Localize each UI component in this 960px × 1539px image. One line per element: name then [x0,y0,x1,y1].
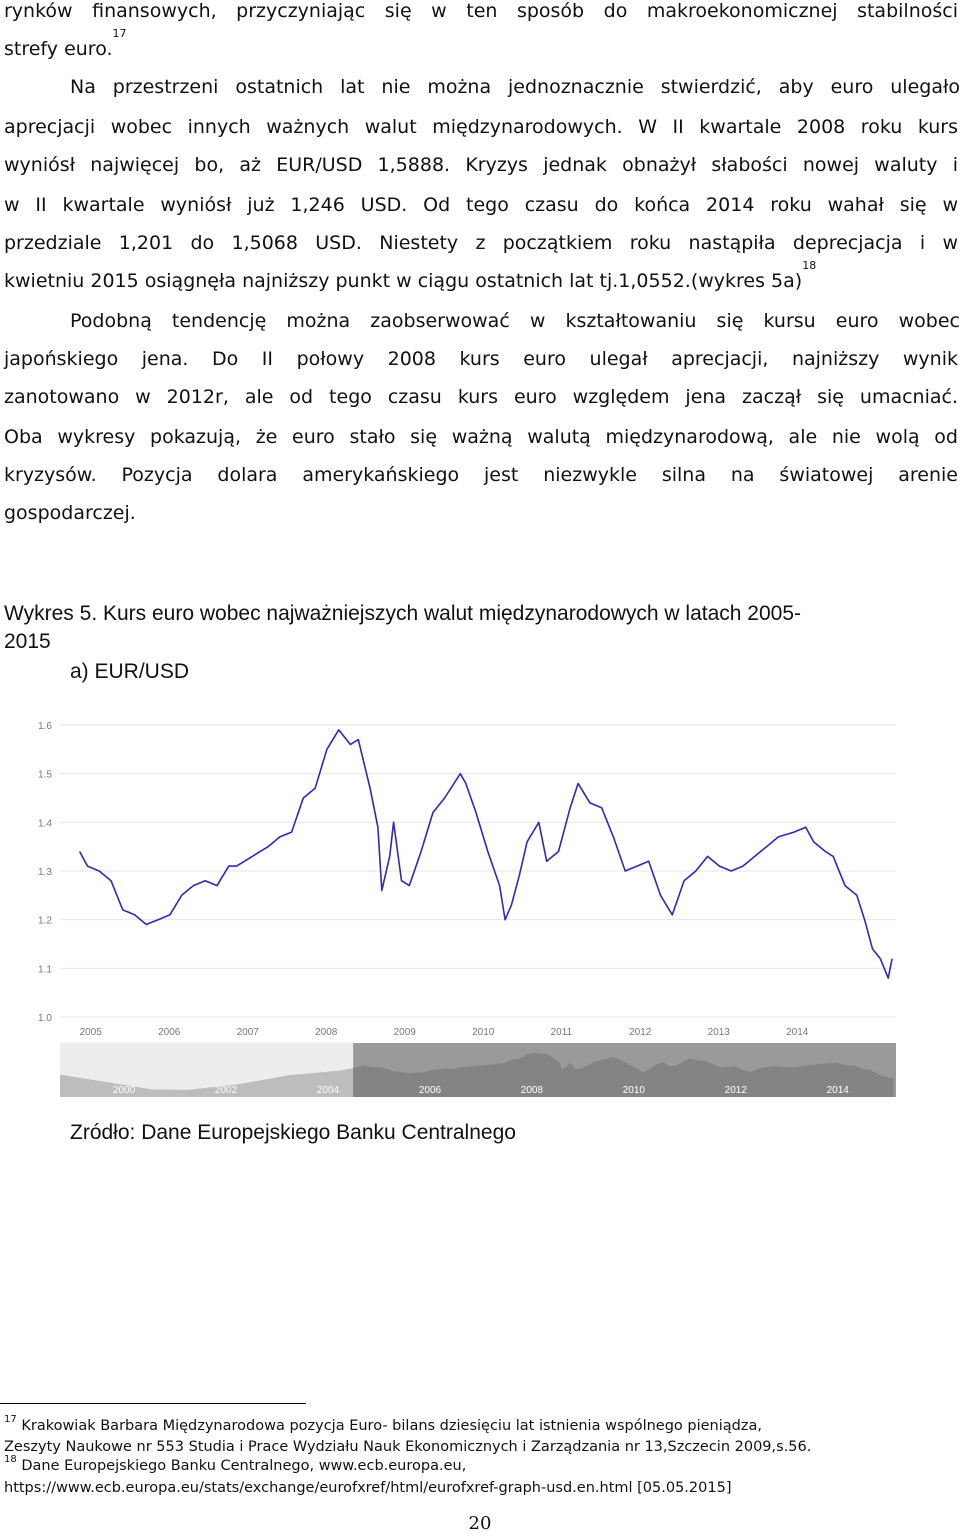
eurusd-chart: 1.0 1.1 1.2 1.3 1.4 1.5 1.6 2005 2006 2007 2008 20… [30,695,896,1100]
y-tick-label: 1.4 [38,818,52,829]
footnote-ref-18[interactable]: 18 [802,259,817,272]
y-tick-label: 1.0 [38,1013,52,1024]
x-tick-label: 2008 [315,1027,338,1038]
footnote-18: 18 Dane Europejskiego Banku Centralnego,… [4,1454,959,1476]
grid-lines [60,724,896,1018]
navigator-tick-label: 2006 [419,1085,442,1096]
chart-svg: 1.01.11.21.31.41.51.6 2005 2006 2007 2008 20… [38,721,896,1097]
footnote-number: 17 [4,1414,17,1425]
x-tick-label: 2011 [551,1027,573,1038]
x-tick-label: 2010 [472,1027,495,1038]
navigator-tick-label: 2014 [827,1085,850,1096]
navigator-tick-label: 2010 [623,1085,646,1096]
navigator[interactable]: 2000 2002 2004 2006 2008 2010 2012 2014 [60,1043,896,1097]
series-line [78,729,893,979]
text-span: strefy euro. [4,38,113,60]
y-tick-label: 1.6 [38,721,52,732]
text-line: kwietniu 2015 osiągnęła najniższy punkt … [4,259,817,300]
series-layer [78,729,893,979]
text-line: przedziale 1,201 do 1,5068 USD. Niestety… [4,232,958,254]
footnote-text: Dane Europejskiego Banku Centralnego, ww… [21,1458,467,1474]
text-line: Oba wykresy pokazują, że euro stało się … [4,426,958,448]
y-tick-label: 1.2 [38,916,52,927]
footnote-ref-17[interactable]: 17 [112,27,127,40]
text-line: gospodarczej. [4,502,136,524]
text-line: wyniósł najwięcej bo, aż EUR/USD 1,5888.… [4,154,958,176]
x-tick-label: 2007 [237,1027,260,1038]
x-tick-label: 2014 [786,1027,809,1038]
x-tick-labels: 2005 2006 2007 2008 2009 2010 2011 2012 2013 2014 [80,1027,809,1038]
text-line: japońskiego jena. Do II połowy 2008 kurs… [4,348,958,370]
navigator-tick-label: 2012 [725,1085,748,1096]
x-tick-label: 2013 [708,1027,731,1038]
navigator-tick-label: 2000 [113,1085,136,1096]
page-number: 20 [468,1513,492,1534]
footnote-17-cont: Zeszyty Naukowe nr 553 Studia i Prace Wy… [4,1439,812,1455]
x-tick-label: 2012 [629,1027,652,1038]
figure-subtitle: a) EUR/USD [70,660,190,683]
x-tick-label: 2009 [394,1027,417,1038]
footnote-text: Krakowiak Barbara Międzynarodowa pozycja… [21,1418,762,1434]
figure-source: Zródło: Dane Europejskiego Banku Central… [70,1121,516,1144]
text-line: w II kwartale wyniósł już 1,246 USD. Od … [4,194,958,216]
x-tick-label: 2006 [158,1027,181,1038]
text-line: kryzysów. Pozycja dolara amerykańskiego … [4,464,958,486]
y-tick-label: 1.5 [38,770,52,781]
text-span: kwietniu 2015 osiągnęła najniższy punkt … [4,270,803,292]
text-line: Na przestrzeni ostatnich lat nie można j… [70,76,960,98]
figure-caption-cont: 2015 [4,630,51,653]
footnote-17: 17 Krakowiak Barbara Międzynarodowa pozy… [4,1414,959,1436]
navigator-tick-label: 2008 [521,1085,544,1096]
text-line: strefy euro.17 [4,27,127,68]
y-tick-label: 1.1 [38,964,52,975]
text-line: Podobną tendencję można zaobserwować w k… [70,310,960,332]
y-tick-labels: 1.0 1.1 1.2 1.3 1.4 1.5 1.6 [38,721,52,1024]
text-line: rynków finansowych, przyczyniając się w … [4,0,958,22]
text-line: aprecjacji wobec innych ważnych walut mi… [4,116,958,138]
navigator-tick-label: 2004 [317,1085,340,1096]
footnote-18-url[interactable]: https://www.ecb.europa.eu/stats/exchange… [4,1480,732,1496]
text-line: zanotowano w 2012r, ale od tego czasu ku… [4,386,958,408]
figure-caption: Wykres 5. Kurs euro wobec najważniejszyc… [4,602,802,625]
navigator-tick-label: 2002 [215,1085,238,1096]
x-tick-label: 2005 [80,1027,103,1038]
footnote-number: 18 [4,1454,17,1465]
y-tick-label: 1.3 [38,867,52,878]
navigator-selection [353,1043,896,1097]
footnote-divider [0,1403,306,1404]
